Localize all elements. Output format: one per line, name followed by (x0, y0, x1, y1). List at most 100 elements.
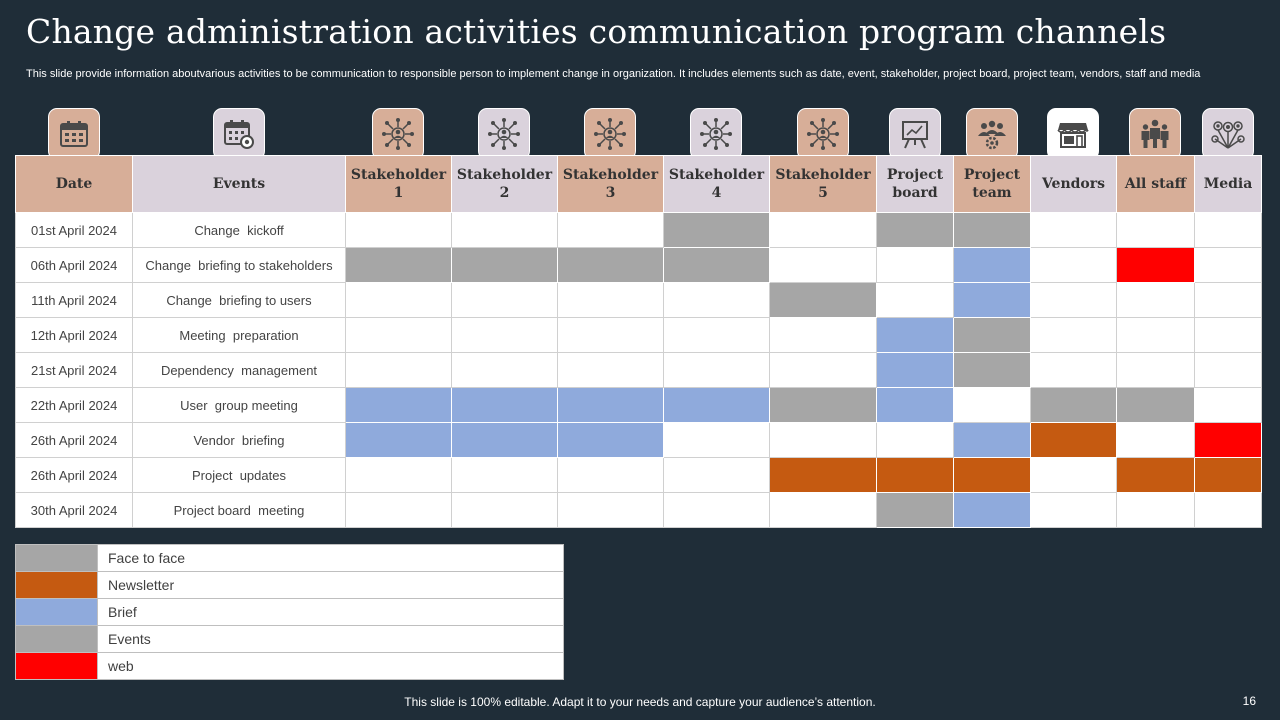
cell-empty (1116, 352, 1195, 388)
cell-brief (557, 387, 664, 423)
header-s1: Stakeholder 1 (345, 155, 452, 213)
legend-label: web (97, 652, 564, 680)
cell-empty (557, 457, 664, 493)
legend-swatch (15, 598, 98, 626)
cell-empty (451, 212, 558, 248)
cell-empty (769, 317, 877, 353)
cell-empty (953, 387, 1031, 423)
cell-face-to-face (345, 247, 452, 283)
cell-empty (1030, 492, 1117, 528)
stakeholder-network-icon (690, 108, 742, 160)
legend-swatch (15, 571, 98, 599)
legend-item: Events (15, 625, 564, 653)
cell-empty (1030, 352, 1117, 388)
cell-empty (451, 457, 558, 493)
cell-brief (451, 387, 558, 423)
cell-newsletter (953, 457, 1031, 493)
media-network-icon (1201, 108, 1254, 160)
cell-brief (451, 422, 558, 458)
cell-face-to-face (557, 247, 664, 283)
cell-face-to-face (953, 352, 1031, 388)
cell-face-to-face (451, 247, 558, 283)
cell-face-to-face (663, 247, 770, 283)
cell-web (1116, 247, 1195, 283)
table-row: 12th April 2024 Meeting preparation (15, 317, 1262, 353)
cell-brief (345, 387, 452, 423)
cell-empty (345, 457, 452, 493)
cell-empty (876, 422, 954, 458)
cell-empty (557, 212, 664, 248)
cell-newsletter (1116, 457, 1195, 493)
cell-empty (1116, 282, 1195, 318)
cell-brief (953, 282, 1031, 318)
legend-item: Face to face (15, 544, 564, 572)
cell-empty (1194, 282, 1262, 318)
table-row: 21st April 2024 Dependency management (15, 352, 1262, 388)
cell-empty (663, 317, 770, 353)
header-s3: Stakeholder 3 (557, 155, 664, 213)
presentation-board-icon (888, 108, 941, 160)
team-gears-icon (965, 108, 1018, 160)
row-event: Vendor briefing (132, 422, 346, 458)
cell-empty (663, 422, 770, 458)
cell-face-to-face (953, 317, 1031, 353)
legend-item: Newsletter (15, 571, 564, 599)
legend-label: Face to face (97, 544, 564, 572)
cell-newsletter (1194, 457, 1262, 493)
cell-face-to-face (1030, 387, 1117, 423)
cell-empty (451, 492, 558, 528)
cell-empty (557, 317, 664, 353)
cell-brief (953, 247, 1031, 283)
cell-face-to-face (876, 212, 954, 248)
cell-face-to-face (769, 282, 877, 318)
footer-note: This slide is 100% editable. Adapt it to… (404, 695, 876, 709)
cell-empty (1194, 387, 1262, 423)
cell-web (1194, 422, 1262, 458)
staff-group-icon (1129, 108, 1181, 160)
legend: Face to face Newsletter Brief Events web (15, 544, 564, 680)
cell-newsletter (769, 457, 877, 493)
cell-brief (876, 352, 954, 388)
row-event: Project board meeting (132, 492, 346, 528)
calendar-settings-icon (212, 108, 265, 160)
cell-empty (1116, 492, 1195, 528)
header-events: Events (132, 155, 346, 213)
storefront-icon (1047, 108, 1099, 160)
legend-item: Brief (15, 598, 564, 626)
cell-brief (663, 387, 770, 423)
header-pt: Project team (953, 155, 1031, 213)
calendar-icon (47, 108, 100, 160)
row-event: Change kickoff (132, 212, 346, 248)
table-row: 26th April 2024 Vendor briefing (15, 422, 1262, 458)
row-event: Dependency management (132, 352, 346, 388)
cell-brief (953, 492, 1031, 528)
cell-empty (1030, 457, 1117, 493)
header-staff: All staff (1116, 155, 1195, 213)
slide-title: Change administration activities communi… (26, 12, 1167, 51)
legend-swatch (15, 652, 98, 680)
cell-empty (1194, 317, 1262, 353)
cell-empty (451, 317, 558, 353)
stakeholder-network-icon (584, 108, 636, 160)
row-date: 26th April 2024 (15, 457, 133, 493)
row-date: 22th April 2024 (15, 387, 133, 423)
legend-label: Brief (97, 598, 564, 626)
cell-empty (1194, 352, 1262, 388)
cell-empty (345, 282, 452, 318)
cell-empty (663, 282, 770, 318)
cell-empty (663, 352, 770, 388)
cell-face-to-face (769, 387, 877, 423)
row-event: User group meeting (132, 387, 346, 423)
cell-empty (769, 422, 877, 458)
table-row: 30th April 2024 Project board meeting (15, 492, 1262, 528)
header-media: Media (1194, 155, 1262, 213)
table-row: 06th April 2024 Change briefing to stakeh… (15, 247, 1262, 283)
cell-empty (1194, 247, 1262, 283)
header-row: Date Events Stakeholder 1 Stakeholder 2 Stak… (15, 155, 1262, 213)
cell-empty (345, 317, 452, 353)
header-vendors: Vendors (1030, 155, 1117, 213)
stakeholder-network-icon (796, 108, 849, 160)
cell-empty (1030, 212, 1117, 248)
header-date: Date (15, 155, 133, 213)
cell-empty (876, 282, 954, 318)
